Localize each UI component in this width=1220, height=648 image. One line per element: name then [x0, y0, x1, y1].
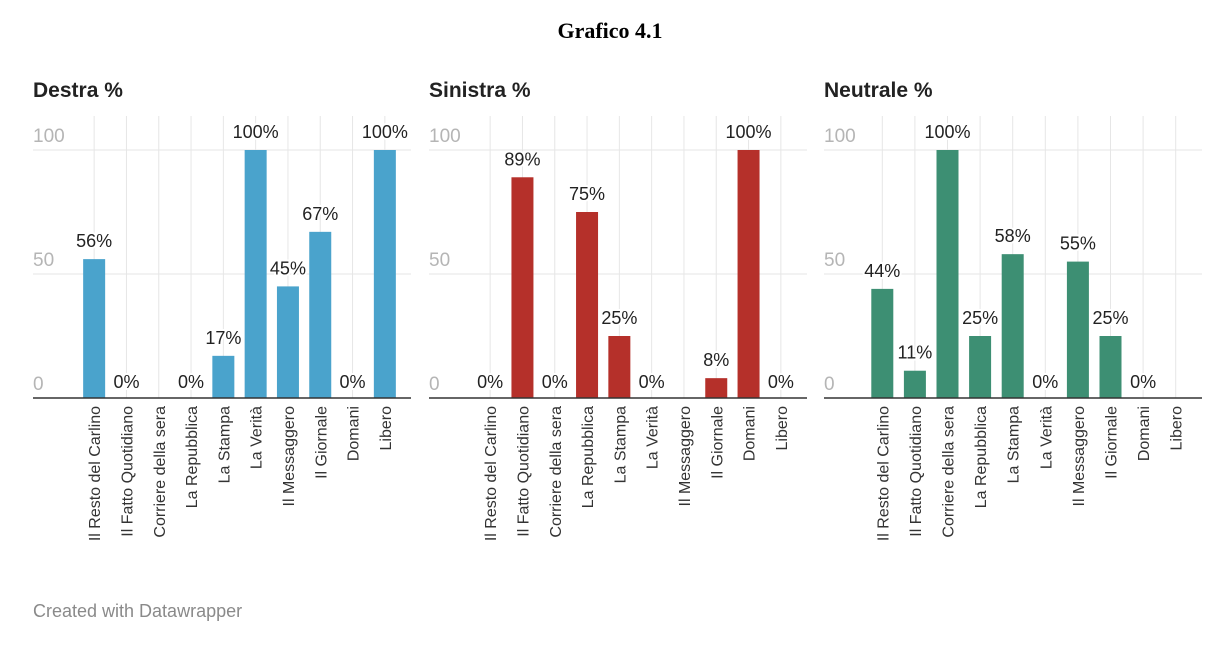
category-label: Il Giornale — [313, 406, 330, 479]
y-tick-label: 100 — [824, 126, 856, 147]
category-label: La Stampa — [612, 406, 629, 483]
figure-title: Grafico 4.1 — [557, 18, 663, 43]
data-label: 100% — [726, 122, 772, 142]
category-label: La Verità — [1038, 406, 1055, 469]
category-label: Domani — [1136, 406, 1153, 461]
category-label: Il Fatto Quotidiano — [119, 406, 136, 537]
bar — [871, 288, 894, 398]
data-label: 25% — [1092, 308, 1128, 328]
chart-title: Destra % — [33, 79, 123, 102]
category-label: Il Giornale — [709, 406, 726, 479]
bar — [1099, 336, 1122, 398]
data-label: 17% — [205, 328, 241, 348]
data-label: 0% — [477, 372, 503, 392]
category-label: Il Fatto Quotidiano — [908, 406, 925, 537]
y-tick-label: 0 — [429, 374, 440, 395]
bar — [705, 378, 728, 398]
data-label: 55% — [1060, 234, 1096, 254]
bar — [373, 150, 396, 398]
category-label: La Stampa — [216, 406, 233, 483]
y-tick-label: 100 — [429, 126, 461, 147]
category-label: Domani — [346, 406, 363, 461]
chart-title: Neutrale % — [824, 79, 933, 102]
data-label: 75% — [569, 184, 605, 204]
data-label: 0% — [639, 372, 665, 392]
bar — [83, 259, 106, 398]
category-label: La Verità — [645, 406, 662, 469]
y-tick-label: 100 — [33, 126, 65, 147]
category-label: Corriere della sera — [548, 406, 565, 538]
data-label: 67% — [302, 204, 338, 224]
category-label: La Verità — [249, 406, 266, 469]
category-label: Corriere della sera — [152, 406, 169, 538]
category-label: Libero — [1169, 406, 1186, 451]
category-label: Il Resto del Carlino — [483, 406, 500, 541]
bar — [212, 355, 235, 398]
data-label: 0% — [340, 372, 366, 392]
category-label: Il Messaggero — [677, 406, 694, 507]
category-label: Il Giornale — [1104, 406, 1121, 479]
data-label: 0% — [542, 372, 568, 392]
data-label: 8% — [703, 350, 729, 370]
y-tick-label: 50 — [824, 250, 845, 271]
data-label: 58% — [995, 226, 1031, 246]
data-label: 100% — [362, 122, 408, 142]
bar — [511, 177, 534, 398]
category-label: Libero — [378, 406, 395, 451]
data-label: 44% — [864, 261, 900, 281]
data-label: 0% — [768, 372, 794, 392]
bar — [576, 212, 599, 398]
category-label: Libero — [774, 406, 791, 451]
bar — [737, 150, 760, 398]
bar — [903, 370, 926, 398]
bar — [608, 336, 631, 398]
data-label: 100% — [233, 122, 279, 142]
data-label: 11% — [898, 343, 933, 363]
data-label: 100% — [924, 122, 970, 142]
category-label: La Repubblica — [184, 406, 201, 508]
y-tick-label: 50 — [429, 250, 450, 271]
data-label: 0% — [1130, 372, 1156, 392]
bar — [969, 336, 992, 398]
data-label: 0% — [178, 372, 204, 392]
y-tick-label: 0 — [33, 374, 44, 395]
bar — [244, 150, 267, 398]
credit-text: Created with Datawrapper — [33, 601, 243, 621]
bar — [1001, 254, 1024, 398]
bar — [1066, 261, 1089, 398]
data-label: 0% — [113, 372, 139, 392]
bar — [276, 286, 299, 398]
category-label: La Repubblica — [973, 406, 990, 508]
category-label: Il Messaggero — [281, 406, 298, 507]
bar — [936, 150, 959, 398]
category-label: La Stampa — [1006, 406, 1023, 483]
data-label: 56% — [76, 231, 112, 251]
category-label: Il Fatto Quotidiano — [515, 406, 532, 537]
category-label: Corriere della sera — [941, 406, 958, 538]
data-label: 25% — [601, 308, 637, 328]
y-tick-label: 0 — [824, 374, 835, 395]
category-label: Il Messaggero — [1071, 406, 1088, 507]
data-label: 25% — [962, 308, 998, 328]
bar — [309, 231, 332, 398]
category-label: Domani — [742, 406, 759, 461]
category-label: Il Resto del Carlino — [875, 406, 892, 541]
y-tick-label: 50 — [33, 250, 54, 271]
chart-title: Sinistra % — [429, 79, 531, 102]
category-label: Il Resto del Carlino — [87, 406, 104, 541]
data-label: 0% — [1032, 372, 1058, 392]
data-label: 45% — [270, 258, 306, 278]
data-label: 89% — [504, 149, 540, 169]
category-label: La Repubblica — [580, 406, 597, 508]
